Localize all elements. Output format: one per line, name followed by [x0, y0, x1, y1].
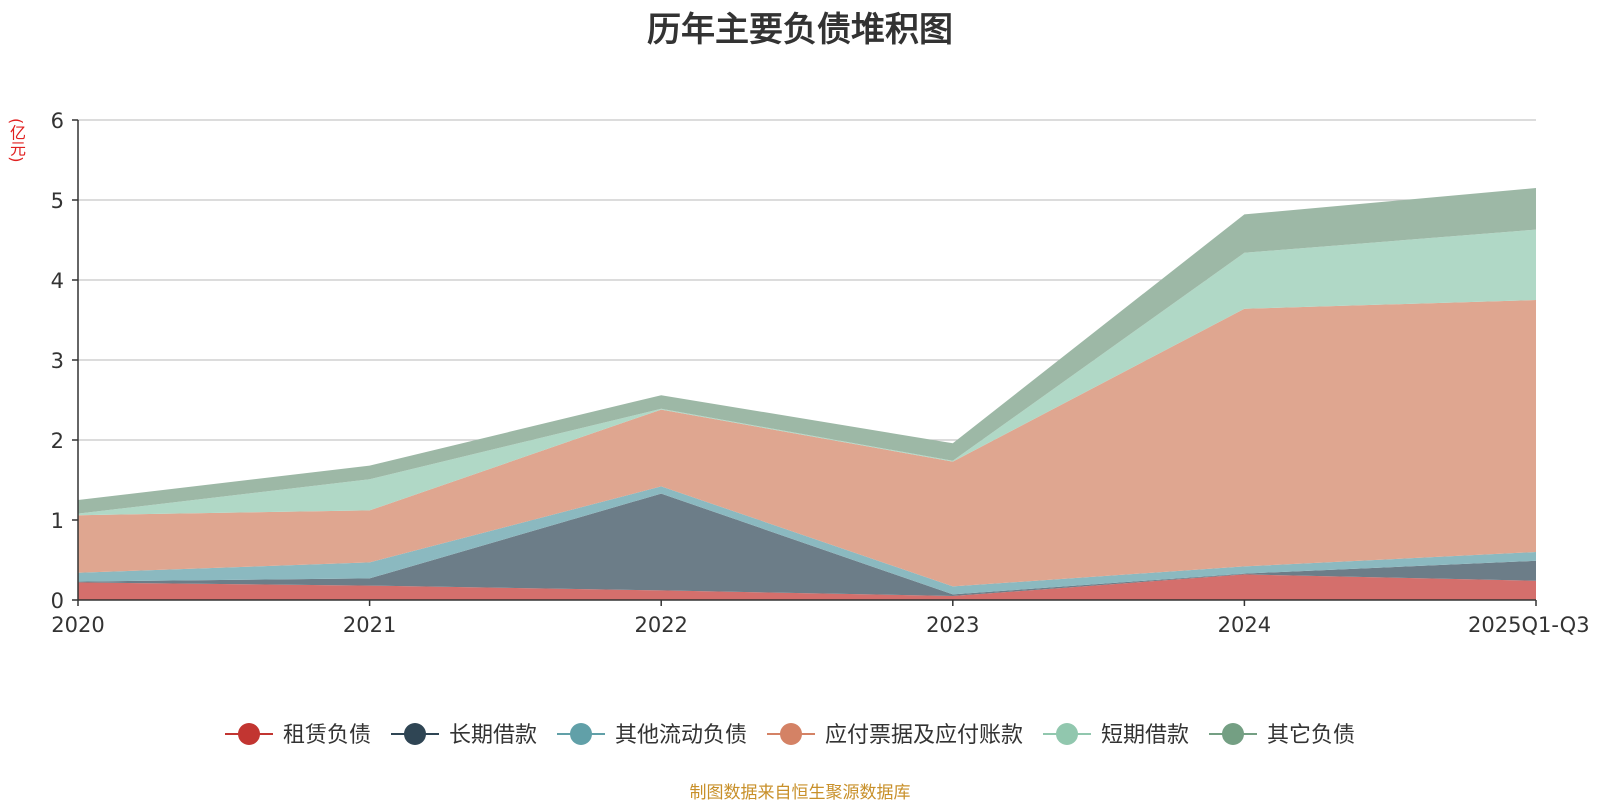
- x-tick-label-1: 2021: [343, 613, 396, 637]
- legend-marker-3: [780, 723, 802, 745]
- y-tick-label-6: 6: [51, 109, 64, 133]
- legend-marker-4: [1056, 723, 1078, 745]
- legend-label-1: 长期借款: [449, 723, 537, 748]
- legend-marker-2: [570, 723, 592, 745]
- y-tick-label-2: 2: [51, 429, 64, 453]
- legend-item-1[interactable]: 长期借款: [391, 723, 537, 748]
- legend-item-4[interactable]: 短期借款: [1043, 723, 1189, 748]
- stacked-areas: [78, 188, 1536, 600]
- area-series-4[interactable]: [78, 229, 1536, 516]
- x-tick-label-4: 2024: [1218, 613, 1271, 637]
- y-tick-label-4: 4: [51, 269, 64, 293]
- y-tick-label-5: 5: [51, 189, 64, 213]
- x-tick-label-0: 2020: [51, 613, 104, 637]
- y-tick-label-0: 0: [51, 589, 64, 613]
- legend-marker-0: [238, 723, 260, 745]
- source-note: 制图数据来自恒生聚源数据库: [689, 783, 911, 803]
- legend-label-4: 短期借款: [1101, 723, 1189, 748]
- legend-label-2: 其他流动负债: [615, 723, 747, 748]
- legend-label-3: 应付票据及应付账款: [825, 723, 1023, 748]
- legend-label-5: 其它负债: [1267, 723, 1355, 748]
- area-series-5[interactable]: [78, 188, 1536, 514]
- legend-label-0: 租赁负债: [283, 723, 371, 748]
- y-tick-label-1: 1: [51, 509, 64, 533]
- legend-marker-5: [1222, 723, 1244, 745]
- y-axis-unit-label: (亿元): [7, 118, 26, 163]
- area-series-1[interactable]: [78, 493, 1536, 596]
- x-tick-label-2: 2022: [634, 613, 687, 637]
- legend-item-3[interactable]: 应付票据及应付账款: [767, 723, 1023, 748]
- x-tick-label-3: 2023: [926, 613, 979, 637]
- legend[interactable]: 租赁负债 长期借款 其他流动负债 应付票据及应付账款 短期借款 其它负债: [225, 723, 1355, 748]
- area-series-2[interactable]: [78, 486, 1536, 595]
- area-series-0[interactable]: [78, 574, 1536, 600]
- legend-item-5[interactable]: 其它负债: [1209, 723, 1355, 748]
- y-tick-label-3: 3: [51, 349, 64, 373]
- legend-marker-1: [404, 723, 426, 745]
- x-tick-label-5: 2025Q1-Q3: [1468, 613, 1590, 637]
- axes: 0 1 2 3 4 5 6 2020 2021 2022 2023 2024 2025Q1-Q3: [51, 109, 1590, 637]
- legend-item-0[interactable]: 租赁负债: [225, 723, 371, 748]
- legend-item-2[interactable]: 其他流动负债: [557, 723, 747, 748]
- chart-title: 历年主要负债堆积图: [647, 10, 953, 50]
- area-series-3[interactable]: [78, 300, 1536, 587]
